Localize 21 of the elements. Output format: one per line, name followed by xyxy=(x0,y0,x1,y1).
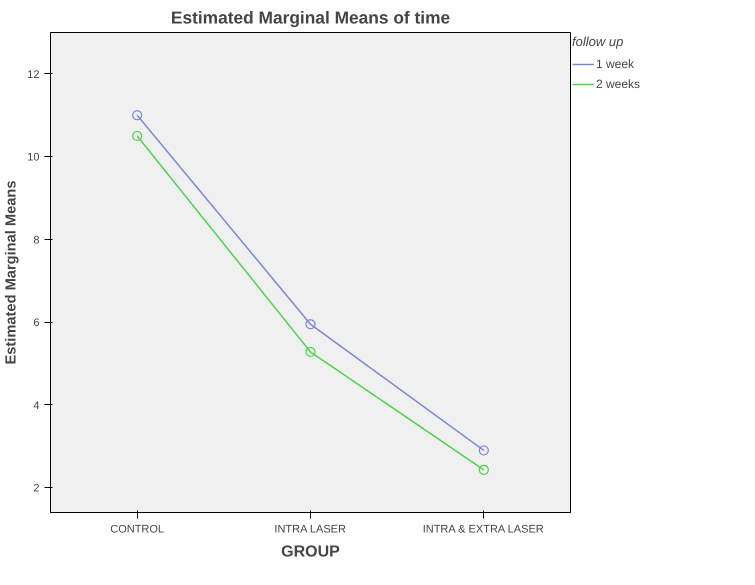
point xyxy=(305,346,316,358)
y-axis-title: Estimated Marginal Means xyxy=(3,180,20,365)
point xyxy=(305,319,316,330)
legend-label: 2 weeks xyxy=(596,77,640,91)
point xyxy=(132,130,142,142)
x-tick-label: CONTROL xyxy=(110,524,164,536)
y-tick-label: 10 xyxy=(27,152,40,164)
y-tick-label: 8 xyxy=(33,234,40,246)
chart-title: Estimated Marginal Means of time xyxy=(170,8,450,28)
y-tick-label: 2 xyxy=(33,482,40,495)
legend-label: 1 week xyxy=(596,57,634,71)
x-tick-label: INTRA & EXTRA LASER xyxy=(422,524,544,536)
y-tick-label: 12 xyxy=(27,68,40,81)
x-tick-label: INTRA LASER xyxy=(274,524,346,536)
y-tick-label: 4 xyxy=(33,400,40,412)
point xyxy=(478,445,489,456)
y-tick-label: 6 xyxy=(33,317,40,330)
point xyxy=(132,110,142,120)
x-axis-title: GROUP xyxy=(281,544,340,560)
point xyxy=(478,464,489,475)
legend-title: follow up xyxy=(572,34,624,49)
